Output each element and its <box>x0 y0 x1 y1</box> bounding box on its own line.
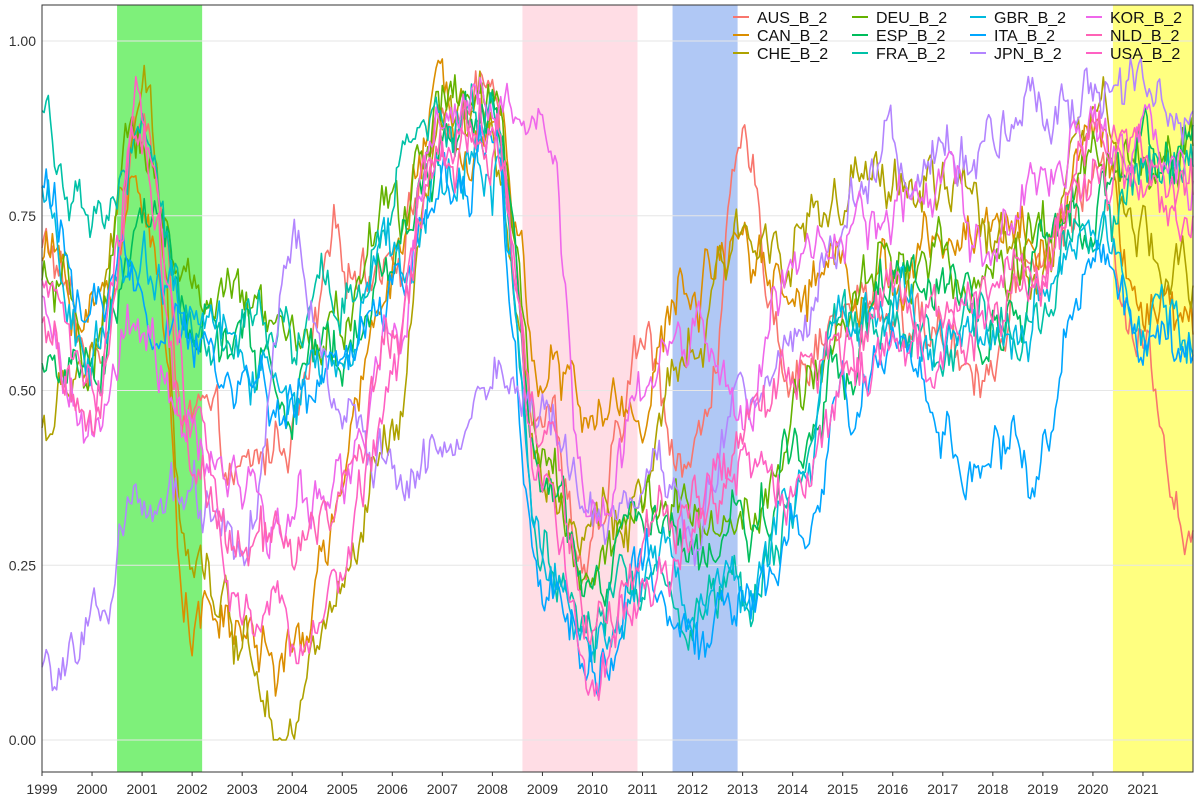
legend-item-nld-b-2: NLD_B_2 <box>1086 28 1179 45</box>
y-tick-label: 0.75 <box>9 208 36 224</box>
y-tick-label: 0.00 <box>9 732 36 748</box>
series-line-fra-b-2 <box>41 83 1194 664</box>
legend-item-ita-b-2: ITA_B_2 <box>970 28 1055 45</box>
x-tick-label: 2020 <box>1077 781 1108 797</box>
x-tick-label: 2018 <box>977 781 1008 797</box>
series-line-ita-b-2 <box>41 124 1194 699</box>
x-tick-label: 2014 <box>777 781 808 797</box>
x-tick-label: 2002 <box>177 781 208 797</box>
series-line-esp-b-2 <box>41 90 1194 607</box>
y-tick-label: 1.00 <box>9 33 36 49</box>
legend-item-kor-b-2: KOR_B_2 <box>1086 10 1182 27</box>
legend-label: GBR_B_2 <box>994 10 1066 27</box>
series-line-kor-b-2 <box>41 76 1194 560</box>
legend-label: JPN_B_2 <box>994 46 1062 63</box>
x-tick-label: 2017 <box>927 781 958 797</box>
y-tick-label: 0.50 <box>9 383 36 399</box>
y-tick-label: 0.25 <box>9 557 36 573</box>
legend-label: FRA_B_2 <box>876 46 945 63</box>
y-axis-ticks: 0.00 0.25 0.50 0.75 1.00 <box>9 33 36 748</box>
legend-label: NLD_B_2 <box>1110 28 1179 45</box>
x-tick-label: 2013 <box>727 781 758 797</box>
x-tick-label: 2012 <box>677 781 708 797</box>
x-tick-label: 2015 <box>827 781 858 797</box>
legend-label: KOR_B_2 <box>1110 10 1182 27</box>
x-tick-label: 1999 <box>26 781 57 797</box>
legend-label: CHE_B_2 <box>757 46 828 63</box>
legend-label: CAN_B_2 <box>757 28 828 45</box>
x-tick-label: 2016 <box>877 781 908 797</box>
x-tick-label: 2005 <box>327 781 358 797</box>
x-tick-label: 2004 <box>277 781 308 797</box>
legend-label: ESP_B_2 <box>876 28 945 45</box>
legend-item-esp-b-2: ESP_B_2 <box>852 28 945 45</box>
x-tick-label: 2006 <box>377 781 408 797</box>
series-lines <box>41 57 1194 741</box>
x-axis-ticks: 1999 2000 2001 2002 2003 2004 2005 2006 2007 2008… <box>26 772 1159 797</box>
legend-label: AUS_B_2 <box>757 10 827 27</box>
x-tick-label: 2007 <box>427 781 458 797</box>
legend-item-fra-b-2: FRA_B_2 <box>852 46 945 63</box>
legend-label: ITA_B_2 <box>994 28 1055 45</box>
series-line-deu-b-2 <box>41 74 1194 592</box>
x-tick-label: 2009 <box>527 781 558 797</box>
x-tick-label: 2021 <box>1127 781 1158 797</box>
legend-item-che-b-2: CHE_B_2 <box>733 46 828 63</box>
legend-item-can-b-2: CAN_B_2 <box>733 28 828 45</box>
shaded-period-3 <box>672 5 738 772</box>
x-tick-label: 2010 <box>577 781 608 797</box>
series-line-usa-b-2 <box>41 75 1194 701</box>
legend-item-deu-b-2: DEU_B_2 <box>852 10 947 27</box>
series-line-aus-b-2 <box>41 70 1194 581</box>
x-tick-label: 2000 <box>76 781 107 797</box>
legend-label: DEU_B_2 <box>876 10 947 27</box>
series-line-can-b-2 <box>41 58 1194 697</box>
x-tick-label: 2003 <box>227 781 258 797</box>
legend-item-aus-b-2: AUS_B_2 <box>733 10 827 27</box>
x-tick-label: 2019 <box>1027 781 1058 797</box>
legend-item-gbr-b-2: GBR_B_2 <box>970 10 1066 27</box>
series-line-jpn-b-2 <box>41 57 1194 692</box>
x-tick-label: 2008 <box>477 781 508 797</box>
plot-frame <box>41 4 1194 773</box>
x-tick-label: 2001 <box>127 781 158 797</box>
legend-item-jpn-b-2: JPN_B_2 <box>970 46 1062 63</box>
legend-item-usa-b-2: USA_B_2 <box>1086 46 1180 63</box>
legend-label: USA_B_2 <box>1110 46 1180 63</box>
x-tick-label: 2011 <box>627 781 657 797</box>
